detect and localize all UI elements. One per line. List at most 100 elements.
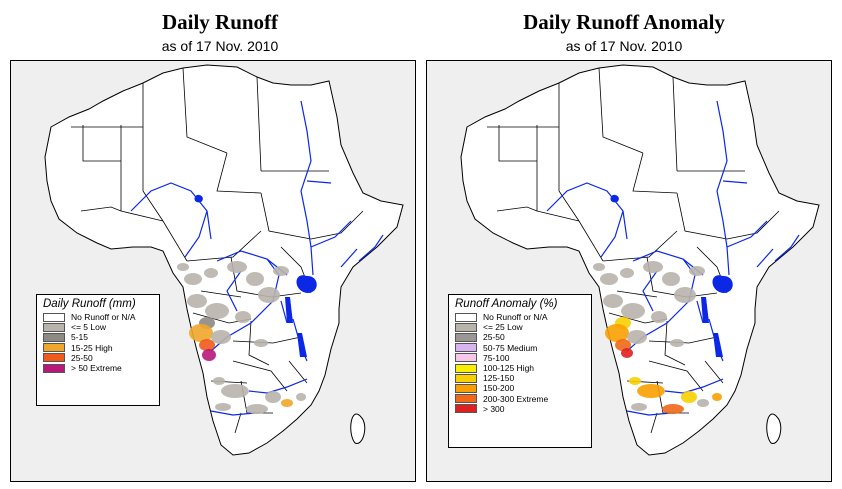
country-border: [616, 290, 658, 298]
rivers-and-lakes: [546, 100, 800, 416]
country-border: [598, 67, 644, 154]
river: [774, 234, 800, 262]
lake: [285, 297, 293, 323]
country-border: [578, 220, 604, 262]
country-border: [216, 152, 262, 194]
right-map-canvas: [460, 64, 820, 456]
legend-swatch: [455, 343, 477, 353]
runoff-patch: [273, 266, 289, 276]
river: [722, 180, 748, 184]
runoff-patch: [281, 399, 293, 407]
legend-swatch: [43, 332, 65, 342]
legend-item: > 300: [449, 404, 591, 414]
legend-label: 75-100: [483, 352, 510, 363]
legend-label: > 50 Extreme: [71, 363, 122, 374]
legend-label: <= 5 Low: [71, 322, 106, 333]
runoff-patch: [621, 303, 645, 319]
legend-label: No Runoff or N/A: [71, 312, 136, 323]
country-border: [142, 83, 164, 222]
legend-swatch: [455, 312, 477, 322]
country-border: [234, 412, 242, 434]
runoff-patch: [246, 272, 264, 286]
runoff-anomaly-overlay: [593, 261, 722, 414]
runoff-patch: [681, 391, 697, 403]
legend-swatch: [455, 322, 477, 332]
river: [626, 410, 672, 416]
river: [642, 270, 658, 312]
runoff-patch: [603, 294, 623, 308]
runoff-patch: [187, 294, 207, 308]
lake: [713, 333, 723, 357]
right-map-title: Daily Runoff Anomaly: [523, 10, 725, 34]
river: [206, 210, 212, 240]
runoff-patch: [227, 261, 247, 273]
runoff-patch: [221, 384, 249, 398]
river: [248, 378, 308, 394]
legend-label: 125-150: [483, 373, 515, 384]
right-legend: Runoff Anomaly (%) No Runoff or N/A <= 25…: [448, 294, 592, 448]
legend-item: No Runoff or N/A: [449, 312, 591, 322]
legend-item: 75-100: [449, 353, 591, 363]
country-border: [672, 76, 678, 172]
runoff-patch: [631, 403, 647, 411]
runoff-patch: [621, 348, 633, 358]
lake: [701, 297, 709, 323]
runoff-patch: [605, 324, 629, 342]
lake: [296, 275, 317, 293]
runoff-patch: [213, 377, 225, 385]
runoff-patch: [662, 272, 680, 286]
country-border: [496, 206, 580, 222]
country-border: [256, 76, 262, 172]
river: [130, 182, 208, 258]
legend-label: > 300: [483, 403, 505, 414]
legend-label: <= 25 Low: [483, 322, 523, 333]
runoff-patch: [177, 263, 189, 271]
country-border: [162, 220, 188, 262]
lake: [194, 194, 203, 203]
river: [226, 270, 242, 312]
country-border: [260, 192, 312, 240]
africa-coastline: [460, 64, 820, 456]
right-legend-rows: No Runoff or N/A <= 25 Low 25-50 50-75 Medi…: [449, 312, 591, 414]
legend-item: 5-15: [37, 332, 159, 342]
left-map-date: as of 17 Nov. 2010: [161, 38, 279, 54]
runoff-patch: [235, 311, 251, 323]
legend-swatch: [455, 373, 477, 383]
legend-swatch: [455, 332, 477, 342]
runoff-patch: [674, 287, 696, 303]
runoff-patch: [593, 263, 605, 271]
river: [310, 220, 352, 248]
river: [306, 180, 332, 184]
country-border: [498, 125, 537, 162]
legend-swatch: [43, 363, 65, 373]
country-border: [200, 290, 242, 298]
runoff-patch: [211, 330, 231, 344]
runoff-patch: [689, 266, 705, 276]
country-border: [232, 360, 288, 392]
legend-item: 25-50: [449, 332, 591, 342]
country-border: [82, 125, 121, 162]
legend-item: <= 25 Low: [449, 322, 591, 332]
runoff-patch: [184, 273, 202, 285]
country-border: [664, 320, 686, 366]
legend-label: 25-50: [71, 352, 93, 363]
runoff-patch: [265, 391, 281, 403]
river: [664, 378, 724, 394]
lake: [712, 275, 733, 293]
lake: [297, 333, 307, 357]
runoff-patch: [215, 403, 231, 411]
river: [340, 248, 358, 268]
legend-label: 100-125 High: [483, 363, 535, 374]
river: [358, 234, 384, 262]
country-border: [632, 152, 678, 194]
runoff-patch: [697, 399, 709, 407]
legend-item: No Runoff or N/A: [37, 312, 159, 322]
right-map-panel: Runoff Anomaly (%) No Runoff or N/A <= 25…: [426, 60, 832, 482]
country-border: [80, 206, 164, 222]
left-map-title: Daily Runoff: [161, 10, 279, 34]
runoff-patch: [662, 404, 684, 414]
runoff-patch: [637, 384, 665, 398]
legend-item: > 50 Extreme: [37, 363, 159, 373]
legend-swatch: [455, 383, 477, 393]
country-border: [248, 320, 270, 366]
